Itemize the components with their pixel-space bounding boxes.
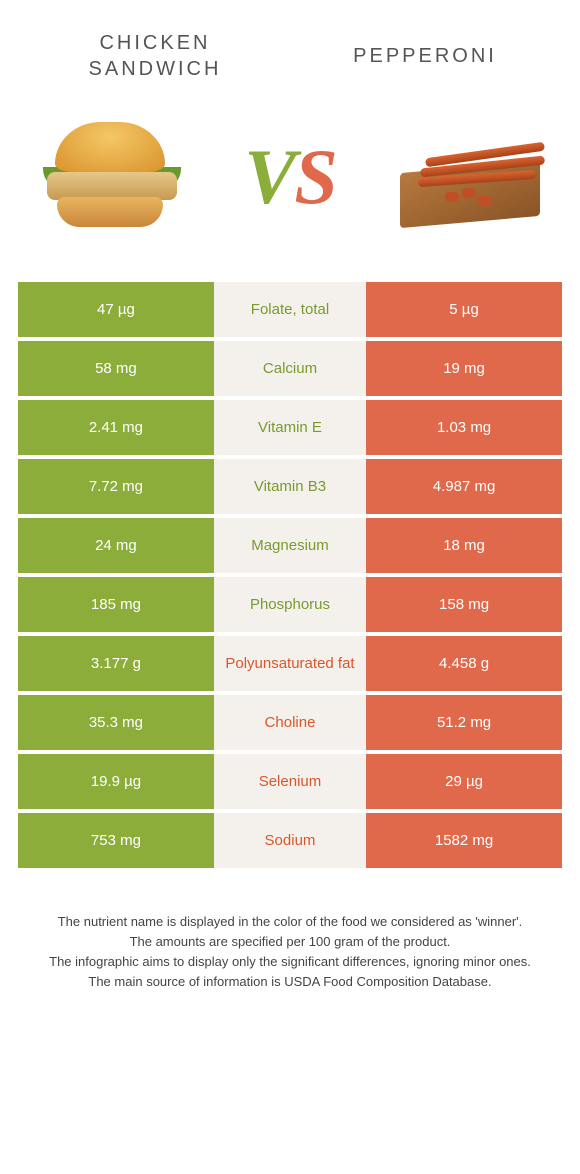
cell-left-value: 7.72 mg bbox=[18, 459, 214, 514]
cell-left-value: 185 mg bbox=[18, 577, 214, 632]
cell-nutrient-name: Folate, total bbox=[214, 282, 366, 337]
cell-right-value: 158 mg bbox=[366, 577, 562, 632]
food-title-left: Chicken sandwich bbox=[34, 30, 277, 82]
nutrient-table: 47 µgFolate, total5 µg58 mgCalcium19 mg2… bbox=[0, 282, 580, 868]
versus-row: VS bbox=[0, 92, 580, 282]
vs-v: V bbox=[244, 133, 294, 220]
header-row: Chicken sandwich Pepperoni bbox=[0, 0, 580, 92]
footer-notes: The nutrient name is displayed in the co… bbox=[0, 872, 580, 993]
table-row: 35.3 mgCholine51.2 mg bbox=[18, 695, 562, 750]
footer-line: The nutrient name is displayed in the co… bbox=[40, 912, 540, 932]
cell-nutrient-name: Calcium bbox=[214, 341, 366, 396]
cell-nutrient-name: Selenium bbox=[214, 754, 366, 809]
vs-s: S bbox=[294, 133, 335, 220]
table-row: 753 mgSodium1582 mg bbox=[18, 813, 562, 868]
pepperoni-icon bbox=[390, 122, 550, 232]
cell-nutrient-name: Polyunsaturated fat bbox=[214, 636, 366, 691]
cell-right-value: 5 µg bbox=[366, 282, 562, 337]
cell-left-value: 58 mg bbox=[18, 341, 214, 396]
cell-right-value: 1.03 mg bbox=[366, 400, 562, 455]
cell-nutrient-name: Choline bbox=[214, 695, 366, 750]
cell-right-value: 29 µg bbox=[366, 754, 562, 809]
table-row: 58 mgCalcium19 mg bbox=[18, 341, 562, 396]
table-row: 7.72 mgVitamin B34.987 mg bbox=[18, 459, 562, 514]
food-title-right: Pepperoni bbox=[304, 43, 547, 69]
footer-line: The main source of information is USDA F… bbox=[40, 972, 540, 992]
cell-nutrient-name: Vitamin E bbox=[214, 400, 366, 455]
cell-left-value: 753 mg bbox=[18, 813, 214, 868]
cell-left-value: 2.41 mg bbox=[18, 400, 214, 455]
cell-right-value: 19 mg bbox=[366, 341, 562, 396]
cell-left-value: 3.177 g bbox=[18, 636, 214, 691]
cell-right-value: 4.987 mg bbox=[366, 459, 562, 514]
table-row: 185 mgPhosphorus158 mg bbox=[18, 577, 562, 632]
food-image-right bbox=[390, 112, 550, 242]
table-row: 47 µgFolate, total5 µg bbox=[18, 282, 562, 337]
cell-left-value: 19.9 µg bbox=[18, 754, 214, 809]
cell-right-value: 51.2 mg bbox=[366, 695, 562, 750]
cell-left-value: 35.3 mg bbox=[18, 695, 214, 750]
cell-right-value: 1582 mg bbox=[366, 813, 562, 868]
table-row: 19.9 µgSelenium29 µg bbox=[18, 754, 562, 809]
vs-label: VS bbox=[244, 132, 335, 222]
cell-nutrient-name: Magnesium bbox=[214, 518, 366, 573]
table-row: 24 mgMagnesium18 mg bbox=[18, 518, 562, 573]
cell-nutrient-name: Phosphorus bbox=[214, 577, 366, 632]
footer-line: The amounts are specified per 100 gram o… bbox=[40, 932, 540, 952]
cell-left-value: 47 µg bbox=[18, 282, 214, 337]
food-image-left bbox=[30, 112, 190, 242]
cell-nutrient-name: Vitamin B3 bbox=[214, 459, 366, 514]
cell-left-value: 24 mg bbox=[18, 518, 214, 573]
table-row: 2.41 mgVitamin E1.03 mg bbox=[18, 400, 562, 455]
sandwich-icon bbox=[35, 122, 185, 232]
table-row: 3.177 gPolyunsaturated fat4.458 g bbox=[18, 636, 562, 691]
cell-nutrient-name: Sodium bbox=[214, 813, 366, 868]
footer-line: The infographic aims to display only the… bbox=[40, 952, 540, 972]
cell-right-value: 18 mg bbox=[366, 518, 562, 573]
cell-right-value: 4.458 g bbox=[366, 636, 562, 691]
